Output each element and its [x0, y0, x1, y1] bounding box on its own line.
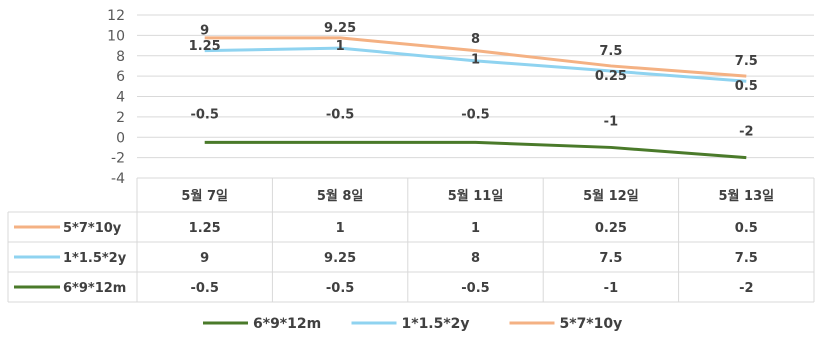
data-label: -1 — [604, 114, 618, 129]
table-row-label: 6*9*12m — [63, 281, 126, 296]
data-label: 1 — [336, 39, 345, 54]
y-tick-label: 12 — [107, 8, 125, 24]
table-cell-value: 9 — [200, 251, 209, 266]
table-cell-value: 7.5 — [599, 251, 622, 266]
table-cell-value: 9.25 — [324, 251, 356, 266]
category-label: 5월 13일 — [719, 188, 775, 204]
data-label: 7.5 — [599, 44, 622, 59]
y-tick-label: 2 — [116, 110, 125, 126]
legend-label: 5*7*10y — [560, 316, 623, 332]
y-tick-label: -4 — [111, 171, 125, 187]
table-cell-value: 1.25 — [189, 221, 221, 236]
table-cell-value: -0.5 — [326, 281, 354, 296]
table-cell-value: -2 — [739, 281, 753, 296]
data-label: 0.5 — [735, 79, 758, 94]
table-cell-value: 8 — [471, 251, 480, 266]
y-tick-label: -2 — [111, 151, 125, 167]
table-cell-value: 0.25 — [595, 221, 627, 236]
legend-label: 6*9*12m — [253, 316, 321, 332]
category-label: 5월 11일 — [448, 188, 504, 204]
data-label: 1.25 — [189, 39, 221, 54]
data-label: 1 — [471, 53, 480, 68]
series-line — [204, 140, 747, 160]
table-cell-value: 1 — [336, 221, 345, 236]
category-label: 5월 7일 — [181, 188, 228, 204]
category-label: 5월 8일 — [317, 188, 364, 204]
y-tick-label: 10 — [107, 28, 125, 44]
table-cell-value: 1 — [471, 221, 480, 236]
data-label: 0.25 — [595, 69, 627, 84]
table-cell-value: -0.5 — [461, 281, 489, 296]
y-tick-label: 0 — [116, 130, 125, 146]
table-cell-value: 7.5 — [735, 251, 758, 266]
table-cell-value: -1 — [604, 281, 618, 296]
table-row-label: 1*1.5*2y — [63, 251, 127, 266]
table-cell-value: -0.5 — [190, 281, 218, 296]
table-cell-value: 0.5 — [735, 221, 758, 236]
data-label: 8 — [471, 32, 480, 47]
data-label: -0.5 — [326, 107, 354, 122]
data-label: -0.5 — [190, 107, 218, 122]
table-row-label: 5*7*10y — [63, 221, 122, 236]
legend-label: 1*1.5*2y — [402, 316, 470, 332]
data-label: 9 — [200, 24, 209, 39]
y-tick-label: 4 — [116, 90, 125, 106]
data-label: 9.25 — [324, 21, 356, 36]
data-label: 7.5 — [735, 54, 758, 69]
data-label: -2 — [739, 125, 753, 140]
data-label: -0.5 — [461, 107, 489, 122]
category-label: 5월 12일 — [583, 188, 639, 204]
y-tick-label: 6 — [116, 69, 125, 85]
y-tick-label: 8 — [116, 49, 125, 65]
